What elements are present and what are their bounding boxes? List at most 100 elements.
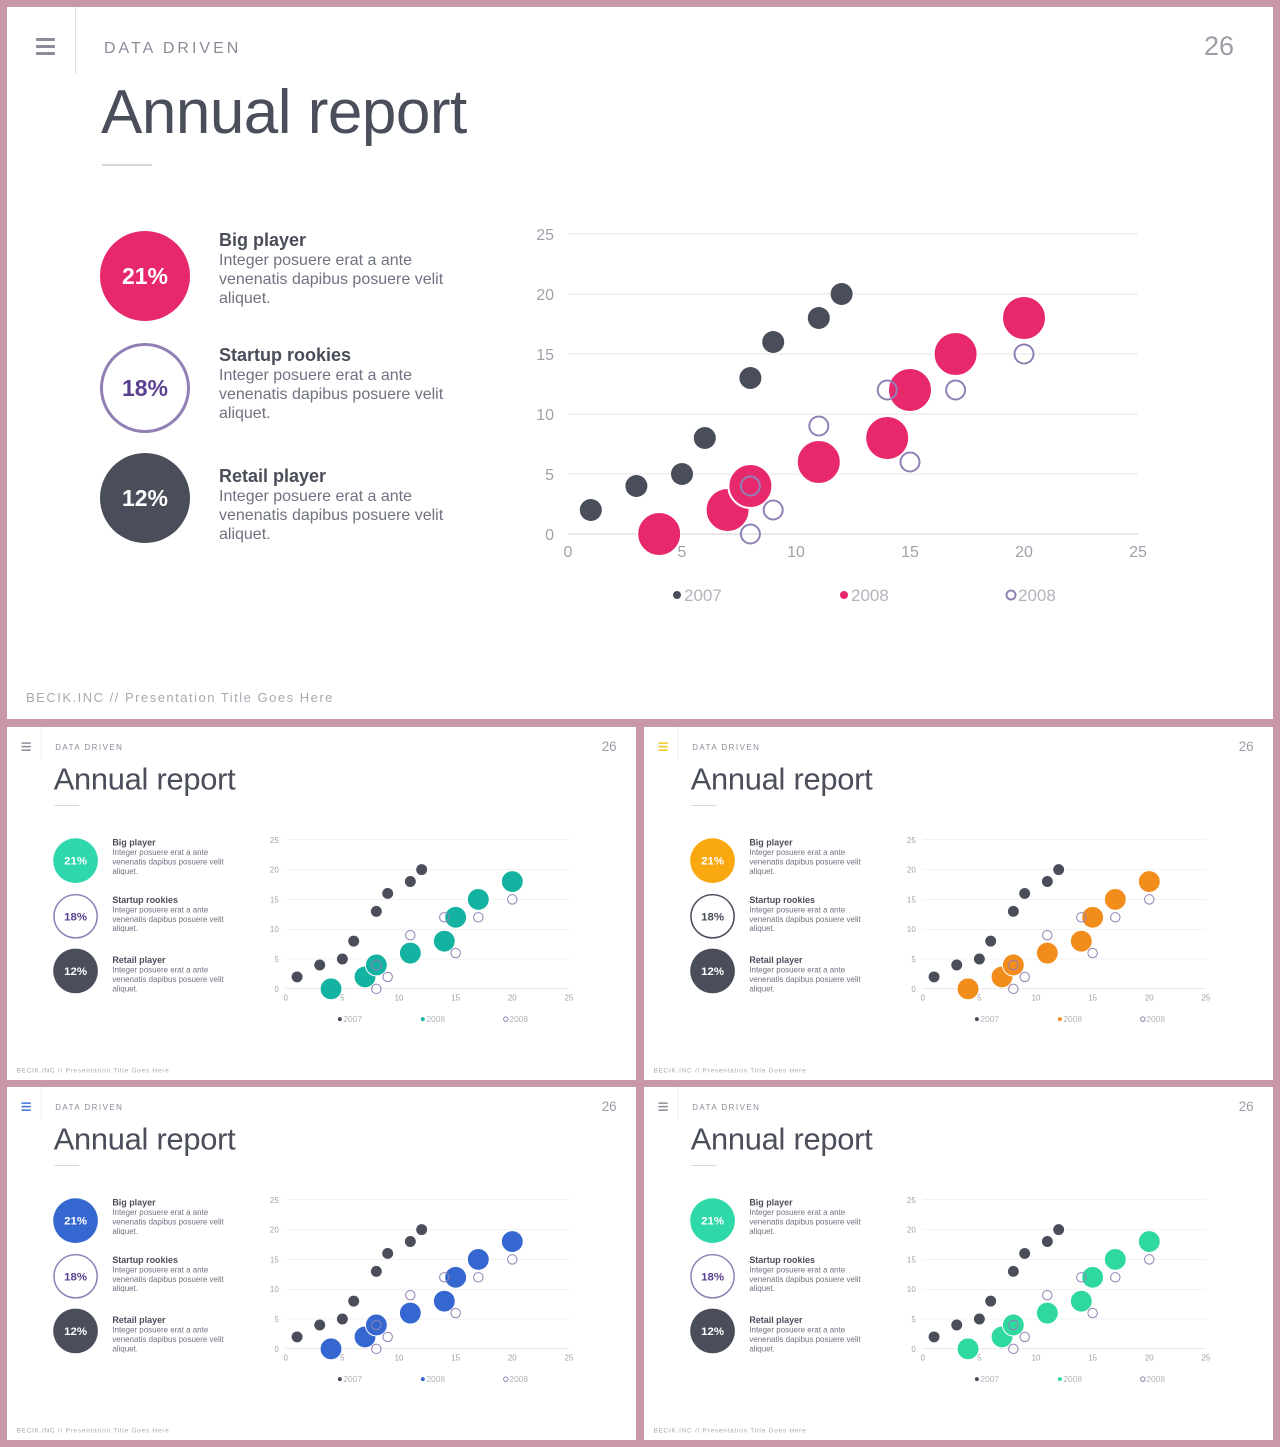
- point-2007: [1019, 887, 1031, 899]
- x-tick-label: 5: [340, 993, 345, 1002]
- point-2007: [348, 1295, 360, 1307]
- x-tick-label: 5: [340, 1353, 345, 1362]
- bubble-2008: [1035, 1301, 1059, 1325]
- outline-point-2008: [1076, 1272, 1087, 1283]
- point-2007: [1007, 1265, 1019, 1277]
- x-tick-label: 5: [977, 993, 982, 1002]
- outline-point-2008: [1087, 1307, 1098, 1319]
- bubble-2008: [795, 439, 842, 485]
- bubble-2008: [932, 331, 979, 377]
- x-tick-label: 25: [1129, 544, 1147, 561]
- outline-point-2008: [473, 912, 484, 923]
- slide-orange[interactable]: DATA DRIVEN 26 Annual report 21% Big pla…: [644, 727, 1273, 1080]
- bubble-2008: [1081, 905, 1105, 929]
- y-tick-label: 0: [911, 1345, 916, 1354]
- y-tick-label: 5: [911, 1315, 916, 1324]
- legend-marker-2008-outline: [1140, 1016, 1146, 1022]
- y-tick-label: 25: [536, 227, 554, 244]
- menu-icon[interactable]: [658, 1102, 668, 1111]
- retail-player-heading: Retail player: [749, 955, 803, 965]
- legend-2008-outline: 2008: [1018, 586, 1056, 605]
- point-2007: [951, 1319, 963, 1331]
- outline-point-2008: [876, 379, 898, 401]
- y-tick-label: 20: [270, 1226, 279, 1235]
- x-tick-label: 20: [508, 993, 517, 1002]
- y-tick-label: 15: [270, 1255, 279, 1264]
- page-title: Annual report: [690, 762, 873, 797]
- outline-point-2008: [371, 983, 382, 995]
- scatter-chart: 0 5 10 15 20 25 0 5 10 15 20 25 2007 2008 2008: [536, 227, 1147, 605]
- menu-icon[interactable]: [36, 38, 55, 55]
- bubble-2008: [636, 511, 683, 557]
- outline-point-2008: [507, 1254, 518, 1265]
- retail-player-percent-badge: 12%: [53, 1308, 98, 1354]
- legend-2008-outline: 2008: [509, 1374, 528, 1384]
- point-2007: [807, 307, 830, 329]
- point-2007: [370, 1265, 382, 1277]
- outline-point-2008: [1042, 1289, 1053, 1301]
- big-player-block: Big player Integer posuere erat a ante v…: [749, 837, 863, 876]
- title-underline: [102, 164, 152, 166]
- menu-icon[interactable]: [658, 742, 668, 751]
- point-2007: [404, 876, 416, 887]
- point-2007: [1007, 905, 1019, 917]
- point-2007: [762, 331, 785, 353]
- point-2007: [1053, 864, 1065, 876]
- y-tick-label: 10: [907, 925, 916, 934]
- outline-point-2008: [1144, 1254, 1155, 1265]
- startup-rookies-percent-badge: 18%: [690, 1253, 735, 1299]
- point-2007: [579, 499, 602, 521]
- outline-point-2008: [1076, 912, 1087, 923]
- legend-2008-filled: 2008: [851, 586, 889, 605]
- startup-rookies-block: Startup rookies Integer posuere erat a a…: [749, 894, 863, 933]
- slide-teal[interactable]: DATA DRIVEN 26 Annual report 21% Big pla…: [7, 727, 636, 1080]
- retail-player-heading: Retail player: [749, 1315, 803, 1325]
- page-title: Annual report: [101, 78, 467, 147]
- menu-icon[interactable]: [21, 1102, 31, 1111]
- outline-point-2008: [1008, 1343, 1019, 1355]
- x-tick-label: 25: [565, 993, 574, 1002]
- point-2007: [1041, 876, 1053, 887]
- footer-text: BECIK.INC // Presentation Title Goes Her…: [16, 1426, 170, 1434]
- bubble-2008: [500, 870, 524, 893]
- footer-text: BECIK.INC // Presentation Title Goes Her…: [26, 690, 334, 705]
- x-tick-label: 15: [901, 544, 919, 561]
- outline-point-2008: [1008, 983, 1019, 995]
- startup-rookies-description: Integer posuere erat a ante venenatis da…: [749, 1265, 861, 1294]
- y-tick-label: 25: [270, 836, 279, 845]
- slide-blue[interactable]: DATA DRIVEN 26 Annual report 21% Big pla…: [7, 1087, 636, 1440]
- point-2007: [1053, 1224, 1065, 1236]
- x-tick-label: 15: [1088, 993, 1097, 1002]
- slide-main[interactable]: DATA DRIVEN 26 Annual report 21% Big pla…: [7, 7, 1273, 719]
- startup-rookies-heading: Startup rookies: [219, 345, 352, 365]
- legend-2007: 2007: [343, 1374, 362, 1384]
- outline-point-2008: [1019, 1331, 1030, 1343]
- outline-point-2008: [1110, 1272, 1121, 1283]
- menu-icon[interactable]: [21, 742, 31, 751]
- big-player-block: Big player Integer posuere erat a ante v…: [112, 837, 226, 876]
- big-player-description: Integer posuere erat a ante venenatis da…: [219, 252, 444, 307]
- slide-green[interactable]: DATA DRIVEN 26 Annual report 21% Big pla…: [644, 1087, 1273, 1440]
- point-2007: [1041, 1236, 1053, 1247]
- big-player-description: Integer posuere erat a ante venenatis da…: [749, 1208, 861, 1237]
- section-label: DATA DRIVEN: [55, 743, 124, 752]
- y-tick-label: 20: [907, 1226, 916, 1235]
- title-underline: [54, 805, 80, 806]
- scatter-chart: 0 5 10 15 20 25 0 5 10 15 20 25 2007 2008 2008: [907, 836, 1211, 1024]
- retail-player-block: Retail player Integer posuere erat a ant…: [112, 955, 226, 994]
- bubble-2008: [727, 463, 774, 509]
- startup-rookies-block: Startup rookies Integer posuere erat a a…: [112, 894, 226, 933]
- point-2007: [404, 1236, 416, 1247]
- point-2007: [370, 905, 382, 917]
- title-underline: [54, 1165, 80, 1166]
- page-title: Annual report: [53, 762, 236, 797]
- startup-rookies-percent-badge: 18%: [53, 1253, 98, 1299]
- point-2007: [336, 953, 348, 965]
- retail-player-block: Retail player Integer posuere erat a ant…: [219, 465, 449, 544]
- outline-point-2008: [382, 1331, 393, 1343]
- outline-point-2008: [1013, 343, 1035, 365]
- big-player-description: Integer posuere erat a ante venenatis da…: [112, 848, 224, 877]
- bubble-2008: [466, 1247, 490, 1271]
- y-tick-label: 5: [274, 1315, 279, 1324]
- page-title: Annual report: [53, 1122, 236, 1157]
